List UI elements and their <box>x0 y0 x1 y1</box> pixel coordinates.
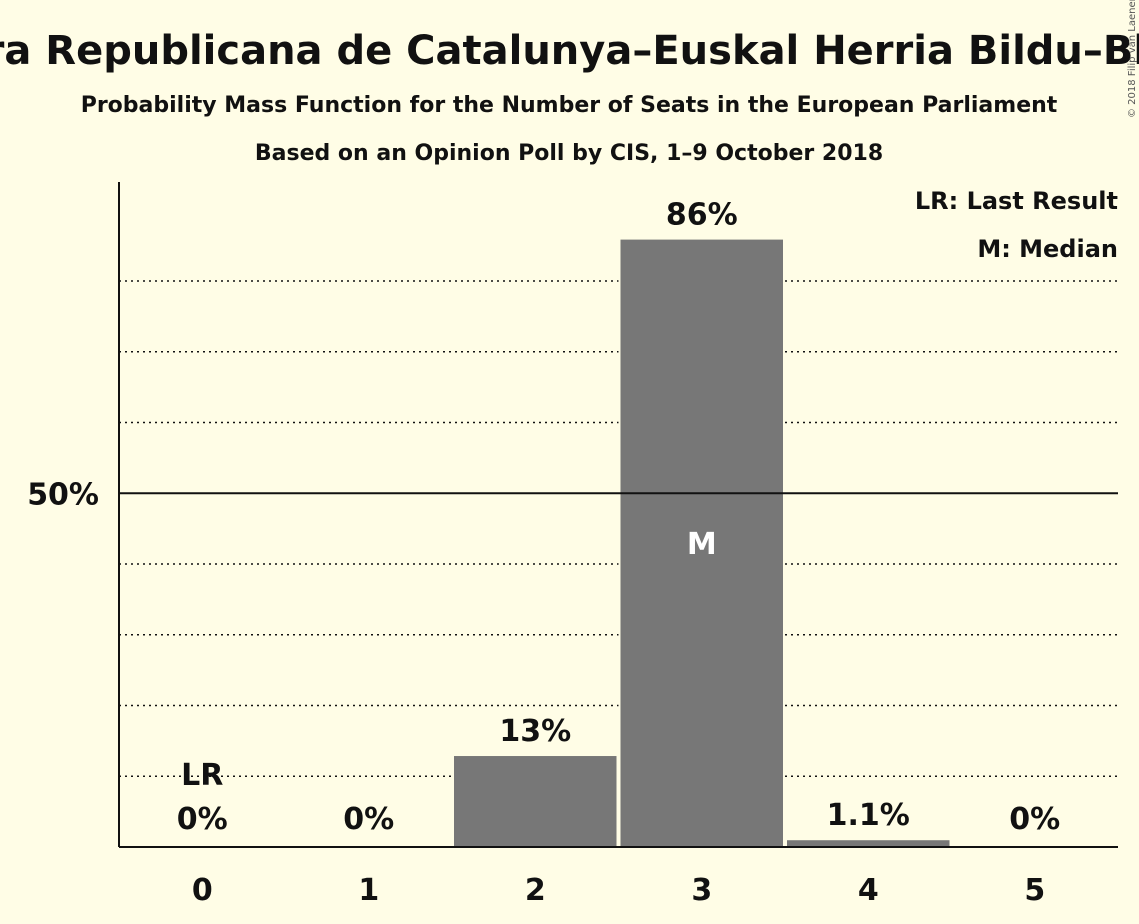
y-ticks: 50% <box>27 477 1118 512</box>
legend-median: M: Median <box>977 235 1118 263</box>
last-result-marker: LR <box>181 758 223 793</box>
x-ticks: 0 1 2 3 4 5 <box>192 873 1045 908</box>
median-marker: M <box>687 527 717 562</box>
data-label: 0% <box>177 802 228 837</box>
chart-subtitle: Probability Mass Function for the Number… <box>81 93 1058 118</box>
chart-title: Ahora Repúblicas–Esquerra Republicana de… <box>0 28 1139 74</box>
x-tick-label: 3 <box>691 873 712 908</box>
y-tick-label: 50% <box>27 477 99 512</box>
x-tick-label: 4 <box>858 873 879 908</box>
legend-last-result: LR: Last Result <box>915 187 1118 215</box>
data-label: 0% <box>1009 802 1060 837</box>
data-label: 1.1% <box>827 798 910 833</box>
copyright-notice: © 2018 Filip van Laenen <box>1127 0 1138 118</box>
data-label: 86% <box>666 198 738 233</box>
x-tick-label: 0 <box>192 873 213 908</box>
bar <box>452 754 619 849</box>
chart-subtitle-2: Based on an Opinion Poll by CIS, 1–9 Oct… <box>255 141 883 166</box>
bar <box>618 237 785 848</box>
data-labels: 0% LR 0% 13% 86% M 1.1% 0% <box>177 198 1060 837</box>
data-label: 13% <box>499 714 571 749</box>
x-tick-label: 5 <box>1024 873 1045 908</box>
bar <box>785 838 952 848</box>
data-label: 0% <box>343 802 394 837</box>
x-tick-label: 1 <box>358 873 379 908</box>
x-tick-label: 2 <box>525 873 546 908</box>
